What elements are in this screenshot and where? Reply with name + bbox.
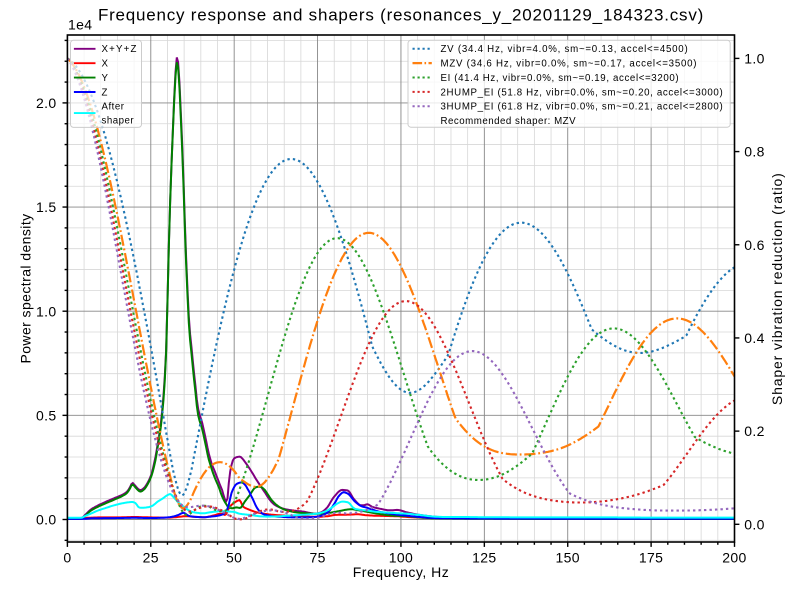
svg-text:Shaper vibration reduction (ra: Shaper vibration reduction (ratio) [769,172,785,405]
svg-text:0.5: 0.5 [36,408,57,424]
svg-text:Z: Z [102,87,108,98]
svg-text:1.0: 1.0 [36,303,57,319]
svg-text:0.6: 0.6 [744,237,765,253]
svg-text:100: 100 [389,549,413,565]
svg-text:EI (41.4 Hz, vibr=0.0%, sm~=0.: EI (41.4 Hz, vibr=0.0%, sm~=0.19, accel<… [441,73,680,84]
svg-text:ZV (34.4 Hz, vibr=4.0%, sm~=0.: ZV (34.4 Hz, vibr=4.0%, sm~=0.13, accel<… [441,44,689,55]
svg-text:0.4: 0.4 [744,330,765,346]
svg-text:175: 175 [639,549,663,565]
svg-text:200: 200 [722,549,746,565]
svg-text:MZV (34.6 Hz, vibr=0.0%, sm~=0: MZV (34.6 Hz, vibr=0.0%, sm~=0.17, accel… [441,59,698,70]
svg-text:2.0: 2.0 [36,95,57,111]
svg-text:Frequency response and shapers: Frequency response and shapers (resonanc… [98,6,704,25]
svg-text:125: 125 [472,549,496,565]
svg-text:2HUMP_EI (51.8 Hz, vibr=0.0%,: 2HUMP_EI (51.8 Hz, vibr=0.0%, sm~=0.20, … [441,87,724,98]
svg-text:0: 0 [63,549,71,565]
svg-text:0.0: 0.0 [744,516,765,532]
svg-text:1e4: 1e4 [68,17,92,33]
svg-text:After: After [102,102,125,113]
svg-text:0.0: 0.0 [36,512,57,528]
svg-text:shaper: shaper [102,115,135,126]
svg-text:0.8: 0.8 [744,144,765,160]
svg-text:1.5: 1.5 [36,199,57,215]
svg-text:150: 150 [555,549,579,565]
svg-text:3HUMP_EI (61.8 Hz, vibr=0.0%,: 3HUMP_EI (61.8 Hz, vibr=0.0%, sm~=0.21, … [441,102,724,113]
svg-text:Frequency, Hz: Frequency, Hz [353,564,450,580]
svg-text:X+Y+Z: X+Y+Z [102,44,138,55]
svg-text:75: 75 [309,549,325,565]
svg-text:0.2: 0.2 [744,423,765,439]
svg-text:25: 25 [143,549,159,565]
svg-text:Y: Y [102,73,109,84]
svg-text:50: 50 [226,549,242,565]
svg-text:Power spectral density: Power spectral density [17,213,33,363]
svg-text:X: X [102,59,109,70]
svg-text:1.0: 1.0 [744,51,765,67]
svg-text:Recommended shaper: MZV: Recommended shaper: MZV [441,116,577,127]
